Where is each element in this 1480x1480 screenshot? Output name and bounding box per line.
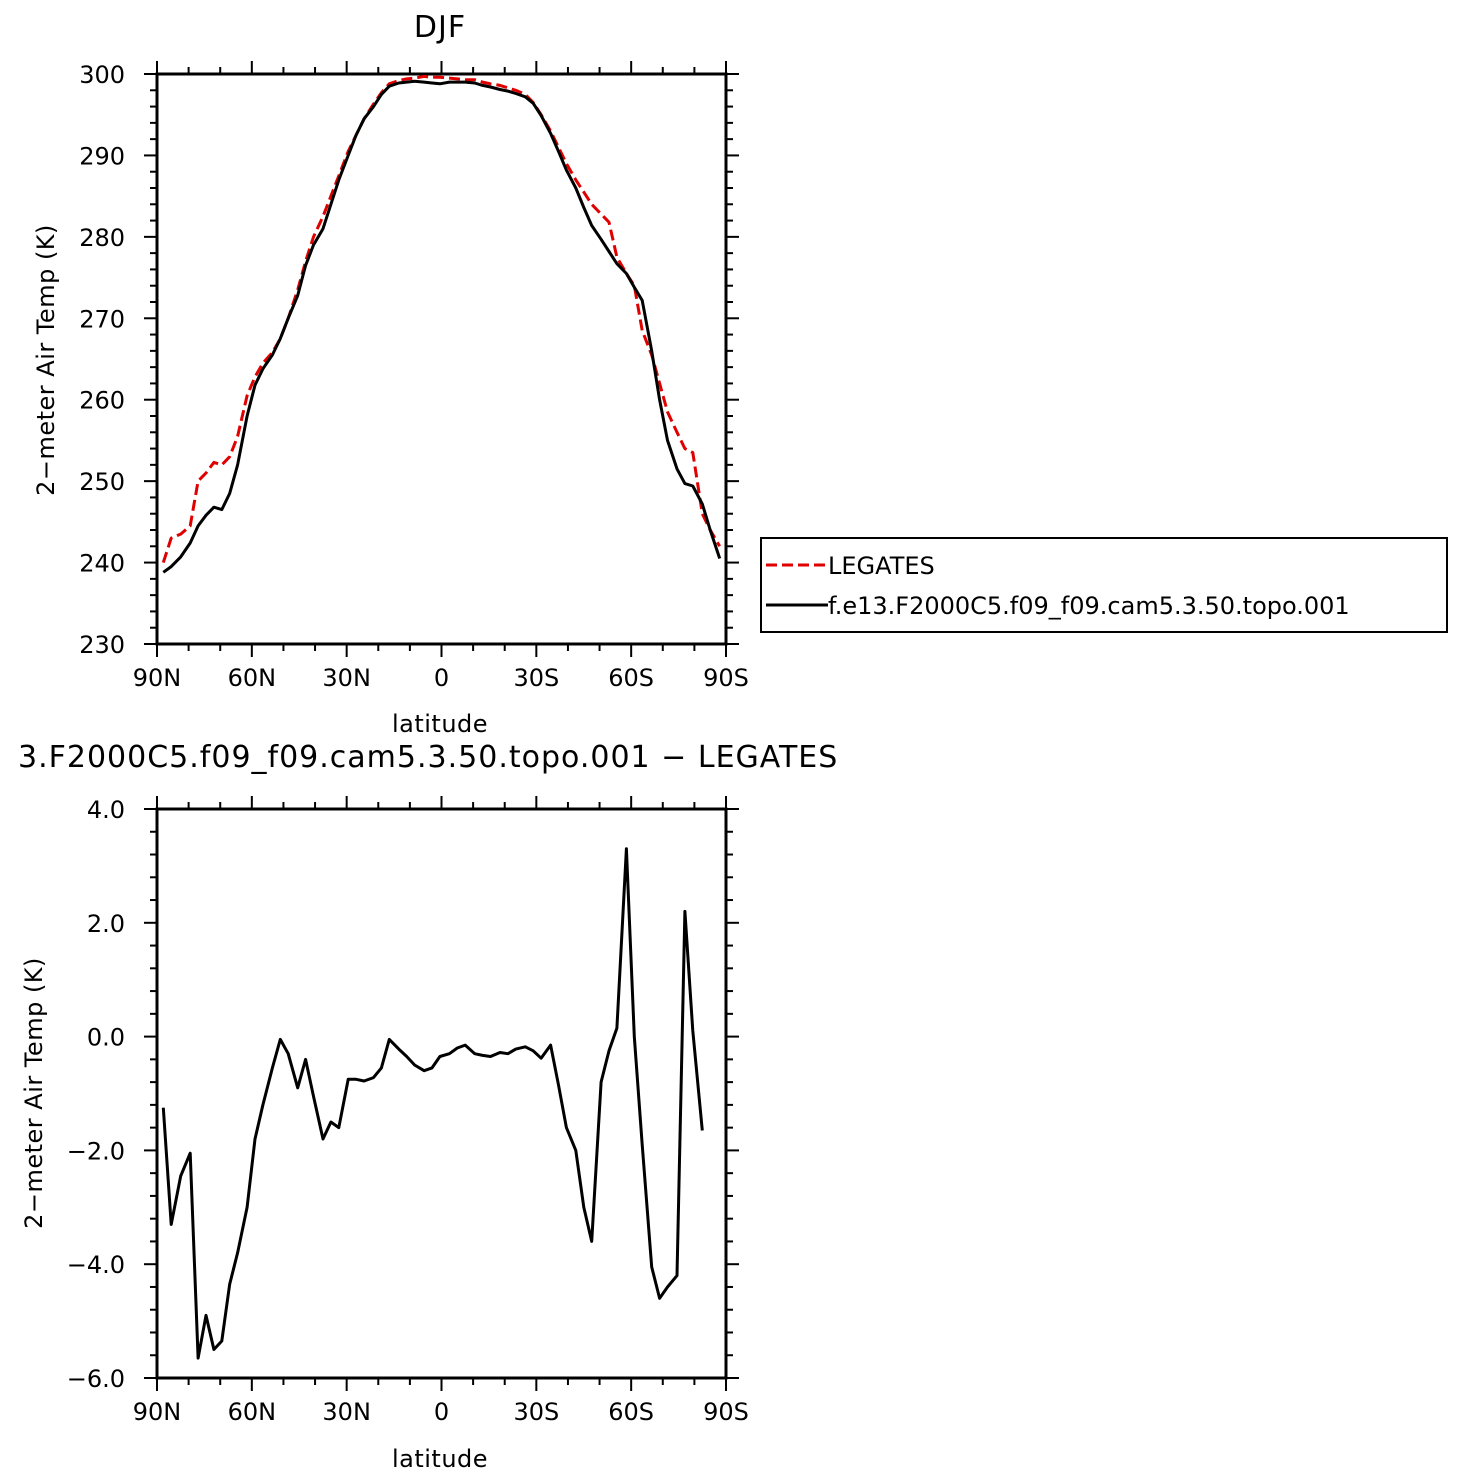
- bottom-series-line-0: [161, 847, 704, 1360]
- bottom-x-tick-label: 30S: [513, 1398, 559, 1426]
- legend-box: [760, 537, 1448, 633]
- bottom-x-tick-label: 60S: [608, 1398, 654, 1426]
- bottom-x-tick-label: 60N: [228, 1398, 277, 1426]
- legend: LEGATES f.e13.F2000C5.f09_f09.cam5.3.50.…: [760, 537, 1448, 633]
- bottom-x-axis-title: latitude: [392, 1445, 488, 1473]
- top-y-tick-label: 250: [79, 468, 125, 496]
- top-x-tick-label: 30N: [322, 664, 371, 692]
- top-y-tick-label: 280: [79, 224, 125, 252]
- top-y-tick-label: 300: [79, 61, 125, 89]
- bottom-x-tick-label: 90S: [703, 1398, 749, 1426]
- bottom-x-tick-label: 0: [434, 1398, 449, 1426]
- top-chart-title: DJF: [414, 10, 466, 45]
- top-series-line-0: [161, 74, 721, 564]
- bottom-ticks: 90N 60N 30N 0 30S 60S 90S 4.0 2.0 0.0 −2.0 −4.0 −6.0: [67, 796, 749, 1426]
- bottom-y-tick-label: 0.0: [87, 1024, 125, 1052]
- top-series: [161, 74, 722, 574]
- bottom-y-tick-label: −6.0: [67, 1365, 125, 1393]
- top-y-tick-label: 270: [79, 305, 125, 333]
- bottom-plot-frame: [155, 807, 728, 1380]
- bottom-series: [161, 847, 704, 1360]
- legend-label-model: f.e13.F2000C5.f09_f09.cam5.3.50.topo.001: [828, 592, 1350, 620]
- top-x-tick-label: 90N: [133, 664, 182, 692]
- bottom-x-tick-label: 30N: [322, 1398, 371, 1426]
- bottom-chart-title: 3.F2000C5.f09_f09.cam5.3.50.topo.001 − L…: [18, 740, 838, 775]
- top-panel: DJF 90N 60N 30N 0 30S 60S 90S 300 290 280 270 260 25…: [32, 10, 749, 738]
- top-x-tick-label: 90S: [703, 664, 749, 692]
- top-ticks: 90N 60N 30N 0 30S 60S 90S 300 290 280 270 260 250 240…: [79, 61, 749, 692]
- bottom-y-axis-title: 2−meter Air Temp (K): [20, 957, 48, 1229]
- bottom-panel: 3.F2000C5.f09_f09.cam5.3.50.topo.001 − L…: [18, 740, 838, 1473]
- top-x-tick-label: 60S: [608, 664, 654, 692]
- bottom-y-tick-label: 4.0: [87, 796, 125, 824]
- top-plot-frame: [155, 72, 728, 646]
- bottom-y-tick-label: −2.0: [67, 1137, 125, 1165]
- top-y-tick-label: 260: [79, 387, 125, 415]
- top-x-axis-title: latitude: [392, 710, 488, 738]
- top-x-tick-label: 30S: [513, 664, 559, 692]
- bottom-y-tick-label: 2.0: [87, 910, 125, 938]
- top-y-tick-label: 240: [79, 550, 125, 578]
- top-series-line-1: [162, 79, 722, 574]
- bottom-y-tick-label: −4.0: [67, 1251, 125, 1279]
- top-y-tick-label: 230: [79, 631, 125, 659]
- top-x-tick-label: 0: [434, 664, 449, 692]
- top-y-axis-title: 2−meter Air Temp (K): [32, 224, 60, 496]
- top-x-tick-label: 60N: [228, 664, 277, 692]
- top-y-tick-label: 290: [79, 142, 125, 170]
- bottom-x-tick-label: 90N: [133, 1398, 182, 1426]
- legend-label-legates: LEGATES: [828, 552, 935, 580]
